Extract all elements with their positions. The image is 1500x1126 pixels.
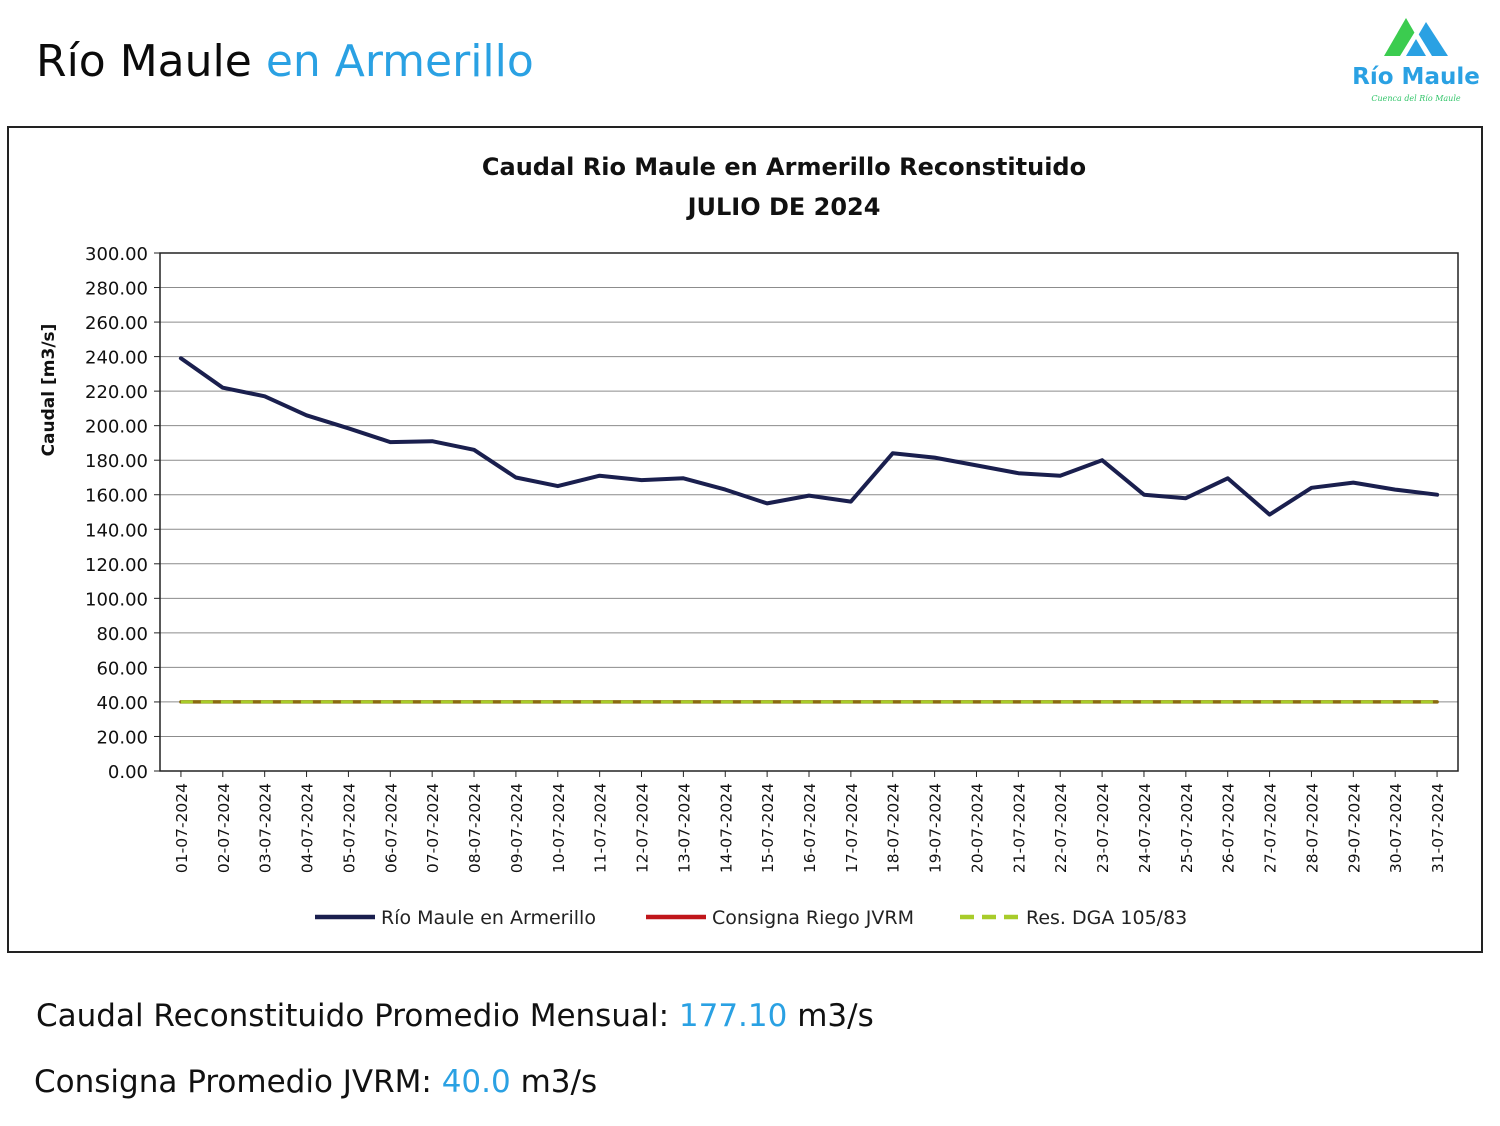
x-tick-label: 13-07-2024 <box>675 783 693 873</box>
y-tick-label: 80.00 <box>96 624 148 645</box>
x-tick-label: 26-07-2024 <box>1220 783 1238 873</box>
consigna-average-unit: m3/s <box>520 1064 598 1100</box>
x-tick-label: 19-07-2024 <box>927 783 945 873</box>
x-tick-label: 11-07-2024 <box>592 783 610 873</box>
logo-name: Río Maule <box>1352 64 1480 90</box>
y-tick-label: 120.00 <box>85 555 148 576</box>
x-tick-label: 09-07-2024 <box>508 783 526 873</box>
plot-area <box>159 252 1459 772</box>
x-tick-label: 16-07-2024 <box>801 783 819 873</box>
x-tick-label: 20-07-2024 <box>968 783 986 873</box>
monthly-average-label: Caudal Reconstituido Promedio Mensual: <box>36 998 670 1034</box>
chart-title: Caudal Rio Maule en Armerillo Reconstitu… <box>482 153 1086 181</box>
monthly-average-line: Caudal Reconstituido Promedio Mensual: 1… <box>36 996 874 1036</box>
x-tick-label: 12-07-2024 <box>634 783 652 873</box>
x-tick-label: 30-07-2024 <box>1387 783 1405 873</box>
y-tick-label: 60.00 <box>96 658 148 679</box>
consigna-average-line: Consigna Promedio JVRM: 40.0 m3/s <box>34 1062 597 1102</box>
chart-frame: Caudal Rio Maule en Armerillo Reconstitu… <box>7 126 1483 953</box>
x-tick-label: 05-07-2024 <box>340 783 358 873</box>
y-axis-ticks: 0.00 20.00 40.00 60.00 80.00 100.00 120.00 140.… <box>85 244 160 783</box>
monthly-average-unit: m3/s <box>797 998 874 1034</box>
flow-chart: Caudal Rio Maule en Armerillo Reconstitu… <box>39 153 1459 929</box>
x-tick-label: 02-07-2024 <box>215 783 233 873</box>
logo-tagline: Cuenca del Río Maule <box>1371 94 1461 103</box>
x-tick-label: 31-07-2024 <box>1429 783 1447 873</box>
y-tick-label: 180.00 <box>85 451 148 472</box>
y-tick-label: 20.00 <box>96 727 148 748</box>
legend: Río Maule en Armerillo Consigna Riego JVR… <box>315 907 1187 929</box>
page-title-river: Río Maule <box>36 36 252 87</box>
series-line-rio-maule <box>178 356 1440 517</box>
page-title: Río Maule en Armerillo <box>36 34 534 90</box>
x-tick-label: 15-07-2024 <box>759 783 777 873</box>
x-tick-label: 01-07-2024 <box>173 783 191 873</box>
x-tick-label: 17-07-2024 <box>843 783 861 873</box>
y-tick-label: 0.00 <box>108 762 148 783</box>
x-tick-label: 06-07-2024 <box>382 783 400 873</box>
x-tick-label: 25-07-2024 <box>1178 783 1196 873</box>
y-tick-label: 200.00 <box>85 417 148 438</box>
mountain-logo-icon <box>1384 18 1448 56</box>
x-axis-ticks: 01-07-2024 02-07-2024 03-07-2024 04-07-2024… <box>173 771 1447 873</box>
x-tick-label: 08-07-2024 <box>466 783 484 873</box>
x-tick-label: 18-07-2024 <box>885 783 903 873</box>
y-tick-label: 300.00 <box>85 244 148 265</box>
legend-label: Res. DGA 105/83 <box>1026 907 1187 929</box>
y-tick-label: 100.00 <box>85 589 148 610</box>
x-tick-label: 10-07-2024 <box>550 783 568 873</box>
y-axis-label: Caudal [m3/s] <box>39 324 59 457</box>
y-tick-label: 160.00 <box>85 486 148 507</box>
consigna-average-label: Consigna Promedio JVRM: <box>34 1064 432 1100</box>
y-tick-label: 220.00 <box>85 382 148 403</box>
consigna-average-value: 40.0 <box>441 1064 511 1100</box>
x-tick-label: 27-07-2024 <box>1262 783 1280 873</box>
page-title-station: en Armerillo <box>265 36 534 87</box>
x-tick-label: 24-07-2024 <box>1136 783 1154 873</box>
y-tick-label: 280.00 <box>85 279 148 300</box>
x-tick-label: 28-07-2024 <box>1303 783 1321 873</box>
grid-lines <box>160 252 1458 772</box>
x-tick-label: 04-07-2024 <box>299 783 317 873</box>
y-tick-label: 240.00 <box>85 348 148 369</box>
x-tick-label: 29-07-2024 <box>1345 783 1363 873</box>
monthly-average-value: 177.10 <box>678 998 788 1034</box>
x-tick-label: 03-07-2024 <box>257 783 275 873</box>
rio-maule-logo: Río Maule Cuenca del Río Maule <box>1350 12 1482 112</box>
series-lines <box>178 356 1440 704</box>
x-tick-label: 22-07-2024 <box>1052 783 1070 873</box>
x-tick-label: 07-07-2024 <box>424 783 442 873</box>
y-tick-label: 140.00 <box>85 520 148 541</box>
y-tick-label: 40.00 <box>96 693 148 714</box>
legend-label: Río Maule en Armerillo <box>381 907 596 929</box>
legend-label: Consigna Riego JVRM <box>712 907 914 929</box>
chart-subtitle: JULIO DE 2024 <box>686 193 881 221</box>
x-tick-label: 21-07-2024 <box>1010 783 1028 873</box>
x-tick-label: 14-07-2024 <box>717 783 735 873</box>
x-tick-label: 23-07-2024 <box>1094 783 1112 873</box>
y-tick-label: 260.00 <box>85 313 148 334</box>
